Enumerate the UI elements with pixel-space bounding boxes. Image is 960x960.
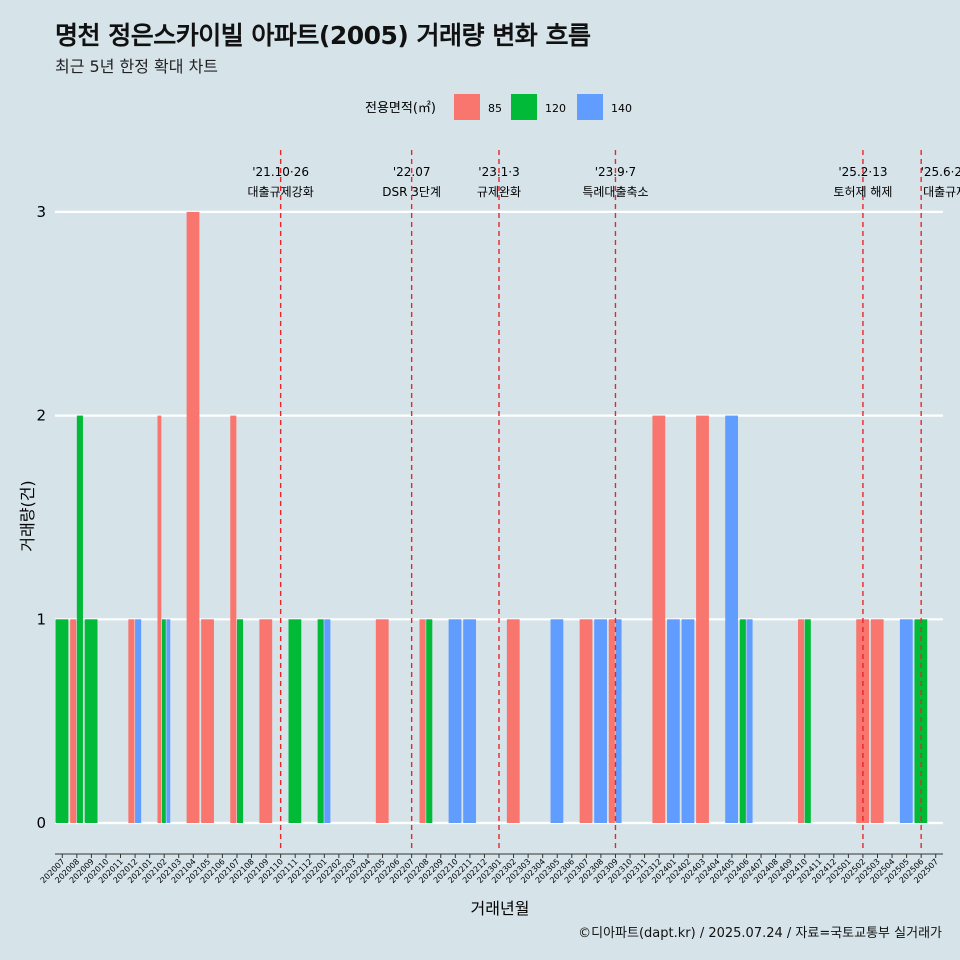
bar-202208-85 xyxy=(419,619,426,823)
bar-202403-85 xyxy=(696,415,709,823)
bar-202201-120 xyxy=(317,619,324,823)
bar-202107-85 xyxy=(230,415,237,823)
bar-202312-85 xyxy=(652,415,666,823)
y-tick-label: 2 xyxy=(36,407,46,425)
bar-202012-140 xyxy=(135,619,142,823)
y-axis: 0 1 2 3 xyxy=(36,203,46,832)
y-tick-label: 3 xyxy=(36,203,46,221)
bar-202503-85 xyxy=(870,619,884,823)
bar-202307-85 xyxy=(579,619,593,823)
annotations: '21.10·26 대출규제강화 '22.07 DSR 3단계 '23.1·3 규제완화 '… xyxy=(248,150,960,852)
event-label: 특례대출축소 xyxy=(582,185,648,199)
bar-202008-85 xyxy=(70,619,77,823)
bar-202406-120 xyxy=(739,619,746,823)
event-label: 대출규제강화 xyxy=(248,185,314,199)
bar-202401-140 xyxy=(666,619,680,823)
bar-202104-85 xyxy=(186,211,200,823)
x-axis-title: 거래년월 xyxy=(471,899,530,918)
legend-label-120: 120 xyxy=(545,102,566,115)
event-label: 대출규제 xyxy=(923,185,960,199)
bar-202102-120 xyxy=(161,619,166,823)
y-tick-label: 1 xyxy=(36,610,46,628)
bar-202405-140 xyxy=(725,415,739,823)
bar-202107-120 xyxy=(236,619,244,823)
bar-202309-140 xyxy=(615,619,622,823)
legend-label-85: 85 xyxy=(488,102,502,115)
bar-202109-85 xyxy=(259,619,273,823)
event-label: 규제완화 xyxy=(477,185,521,199)
legend-title: 전용면적(㎡) xyxy=(365,101,436,116)
x-axis: 2020072020082020092020102020112020122021… xyxy=(39,853,943,885)
bar-202410-85 xyxy=(798,619,805,823)
event-date: '22.07 xyxy=(393,165,431,179)
bar-202302-85 xyxy=(506,619,520,823)
bars xyxy=(55,211,928,823)
source-caption: ©디아파트(dapt.kr) / 2025.07.24 / 자료=국토교통부 실… xyxy=(578,926,942,941)
event-date: '23.9·7 xyxy=(595,165,636,179)
bar-202305-140 xyxy=(550,619,564,823)
legend: 전용면적(㎡) 85 120 140 xyxy=(365,94,632,120)
bar-202012-85 xyxy=(128,619,135,823)
bar-202309-85 xyxy=(608,619,615,823)
bar-202105-85 xyxy=(201,619,214,823)
event-date: '23.1·3 xyxy=(478,165,519,179)
legend-key-140 xyxy=(577,94,603,120)
bar-202211-140 xyxy=(463,619,476,823)
event-label: 토허제 해제 xyxy=(833,185,892,199)
event-date: '21.10·26 xyxy=(252,165,309,179)
event-date: '25.6·27 xyxy=(921,165,960,179)
chart-title: 명천 정은스카이빌 아파트(2005) 거래량 변화 흐름 xyxy=(55,21,591,50)
y-axis-title: 거래량(건) xyxy=(18,480,37,551)
bar-202308-140 xyxy=(594,619,607,823)
bar-202205-85 xyxy=(375,619,389,823)
bar-202201-140 xyxy=(324,619,331,823)
bar-202009-120 xyxy=(84,619,98,823)
chart-subtitle: 최근 5년 한정 확대 차트 xyxy=(55,57,219,76)
bar-202102-140 xyxy=(166,619,171,823)
event-date: '25.2·13 xyxy=(838,165,887,179)
bar-202406-140 xyxy=(746,619,753,823)
legend-label-140: 140 xyxy=(611,102,632,115)
legend-key-85 xyxy=(454,94,480,120)
bar-202402-140 xyxy=(681,619,695,823)
bar-202210-140 xyxy=(448,619,462,823)
legend-key-120 xyxy=(511,94,537,120)
bar-202208-120 xyxy=(426,619,433,823)
bar-202111-120 xyxy=(288,619,302,823)
event-label: DSR 3단계 xyxy=(382,185,441,199)
bar-202007-120 xyxy=(55,619,69,823)
y-tick-label: 0 xyxy=(36,814,46,832)
bar-202410-120 xyxy=(804,619,811,823)
bar-202008-120 xyxy=(76,415,83,823)
bar-202102-85 xyxy=(157,415,162,823)
bar-202505-140 xyxy=(899,619,913,823)
